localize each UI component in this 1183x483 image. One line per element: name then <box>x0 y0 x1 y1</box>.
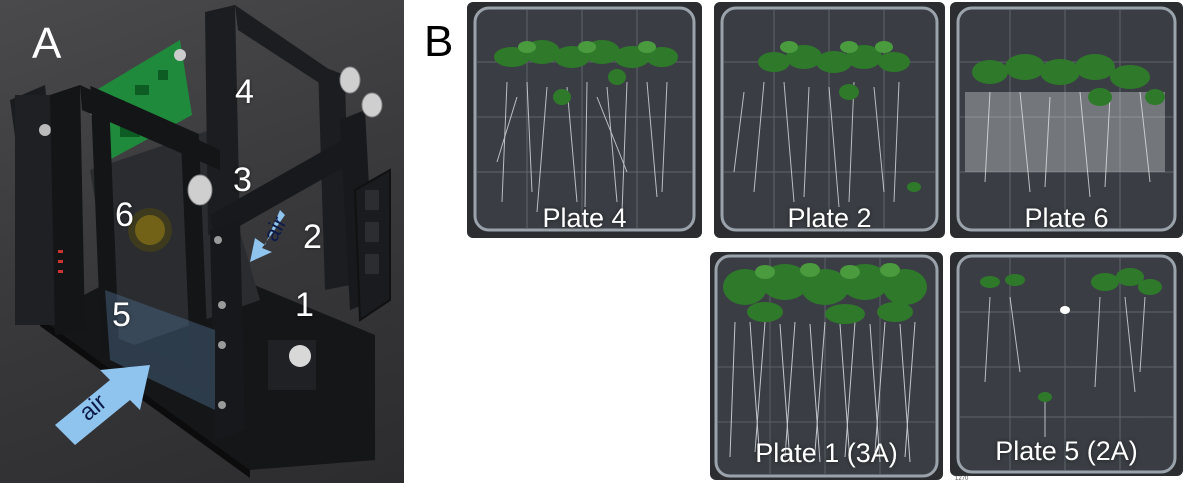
plate-6-label: Plate 6 <box>1024 203 1109 233</box>
plate-1-label: Plate 1 (3A) <box>755 438 898 468</box>
plate-4-label: Plate 4 <box>542 203 627 233</box>
plate-2-photo: Plate 2 <box>714 2 945 238</box>
footnote-number: 1270 <box>955 476 969 482</box>
panel-a-letter: A <box>32 19 62 68</box>
hardware-illustration <box>10 5 391 478</box>
plate-2-label: Plate 2 <box>787 203 872 233</box>
plate-1-illustration <box>714 254 939 478</box>
slot-number-4: 4 <box>235 73 254 111</box>
plate-4-illustration <box>473 6 696 232</box>
plate-5-label: Plate 5 (2A) <box>995 436 1138 466</box>
plate-1-photo: Plate 1 (3A) <box>710 252 943 480</box>
slot-number-5: 5 <box>112 296 131 334</box>
plate-4-photo: Plate 4 <box>467 2 702 238</box>
slot-number-6: 6 <box>115 196 134 234</box>
panel-b-letter: B <box>424 17 454 66</box>
plate-5-illustration <box>956 254 1177 474</box>
plate-6-illustration <box>956 6 1177 232</box>
plate-2-illustration <box>720 6 939 232</box>
air-arrow-in <box>250 210 285 262</box>
air-arrow-out <box>55 365 150 445</box>
slot-number-1: 1 <box>295 286 314 324</box>
plate-6-photo: Plate 6 <box>950 2 1183 238</box>
plate-5-photo: Plate 5 (2A) <box>950 252 1183 476</box>
slot-number-2: 2 <box>303 218 322 256</box>
slot-number-3: 3 <box>233 161 252 199</box>
frame-slot-4 <box>205 5 240 235</box>
hardware-photo: A 4 3 6 2 1 5 air air <box>0 0 404 483</box>
